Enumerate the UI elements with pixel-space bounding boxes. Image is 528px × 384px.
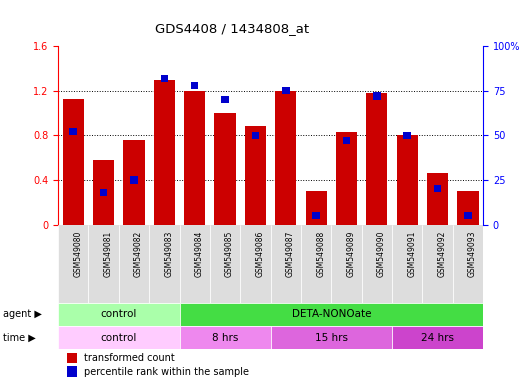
Text: GSM549089: GSM549089 xyxy=(346,231,355,277)
Text: time ▶: time ▶ xyxy=(3,333,35,343)
Text: DETA-NONOate: DETA-NONOate xyxy=(291,310,371,319)
Bar xyxy=(434,185,441,192)
Bar xyxy=(397,135,418,225)
FancyBboxPatch shape xyxy=(58,303,180,326)
FancyBboxPatch shape xyxy=(453,225,483,303)
FancyBboxPatch shape xyxy=(332,225,362,303)
Text: GSM549080: GSM549080 xyxy=(73,231,82,277)
Bar xyxy=(275,91,296,225)
Bar xyxy=(245,126,266,225)
FancyBboxPatch shape xyxy=(149,225,180,303)
Text: control: control xyxy=(101,310,137,319)
Bar xyxy=(161,74,168,82)
Text: GSM549091: GSM549091 xyxy=(407,231,416,277)
Bar xyxy=(457,191,478,225)
Text: GSM549085: GSM549085 xyxy=(225,231,234,277)
Bar xyxy=(63,99,84,225)
Bar xyxy=(130,176,138,184)
Bar xyxy=(427,173,448,225)
Bar xyxy=(67,366,77,377)
FancyBboxPatch shape xyxy=(210,225,240,303)
FancyBboxPatch shape xyxy=(271,225,301,303)
Bar xyxy=(124,140,145,225)
FancyBboxPatch shape xyxy=(422,225,453,303)
Bar xyxy=(221,96,229,103)
Bar xyxy=(184,91,205,225)
Text: percentile rank within the sample: percentile rank within the sample xyxy=(83,367,249,377)
Bar xyxy=(252,132,259,139)
Text: GDS4408 / 1434808_at: GDS4408 / 1434808_at xyxy=(155,22,309,35)
Text: GSM549088: GSM549088 xyxy=(316,231,325,277)
Bar xyxy=(154,79,175,225)
Text: agent ▶: agent ▶ xyxy=(3,310,42,319)
FancyBboxPatch shape xyxy=(119,225,149,303)
Text: control: control xyxy=(101,333,137,343)
Bar xyxy=(306,191,327,225)
Text: GSM549086: GSM549086 xyxy=(256,231,265,277)
Bar xyxy=(464,212,472,219)
FancyBboxPatch shape xyxy=(362,225,392,303)
Bar xyxy=(214,113,235,225)
Text: GSM549087: GSM549087 xyxy=(286,231,295,277)
Bar xyxy=(373,93,381,99)
Bar xyxy=(70,128,77,135)
Bar xyxy=(93,160,114,225)
Bar xyxy=(282,87,289,94)
Bar xyxy=(366,93,388,225)
Text: transformed count: transformed count xyxy=(83,353,174,363)
FancyBboxPatch shape xyxy=(89,225,119,303)
Bar xyxy=(403,132,411,139)
FancyBboxPatch shape xyxy=(180,303,483,326)
Bar xyxy=(343,137,350,144)
Bar xyxy=(67,353,77,363)
Bar xyxy=(100,189,107,196)
Text: GSM549084: GSM549084 xyxy=(195,231,204,277)
Bar xyxy=(336,132,357,225)
FancyBboxPatch shape xyxy=(392,326,483,349)
FancyBboxPatch shape xyxy=(58,326,180,349)
Text: 8 hrs: 8 hrs xyxy=(212,333,238,343)
FancyBboxPatch shape xyxy=(180,225,210,303)
Text: 24 hrs: 24 hrs xyxy=(421,333,454,343)
FancyBboxPatch shape xyxy=(270,326,392,349)
Text: GSM549082: GSM549082 xyxy=(134,231,143,277)
Text: GSM549092: GSM549092 xyxy=(438,231,447,277)
Text: GSM549090: GSM549090 xyxy=(377,231,386,277)
Bar xyxy=(313,212,320,219)
Text: GSM549081: GSM549081 xyxy=(103,231,112,277)
FancyBboxPatch shape xyxy=(58,225,89,303)
FancyBboxPatch shape xyxy=(240,225,271,303)
Text: 15 hrs: 15 hrs xyxy=(315,333,348,343)
FancyBboxPatch shape xyxy=(392,225,422,303)
FancyBboxPatch shape xyxy=(180,326,270,349)
Text: GSM549083: GSM549083 xyxy=(164,231,173,277)
Text: GSM549093: GSM549093 xyxy=(468,231,477,277)
FancyBboxPatch shape xyxy=(301,225,332,303)
Bar xyxy=(191,82,199,89)
